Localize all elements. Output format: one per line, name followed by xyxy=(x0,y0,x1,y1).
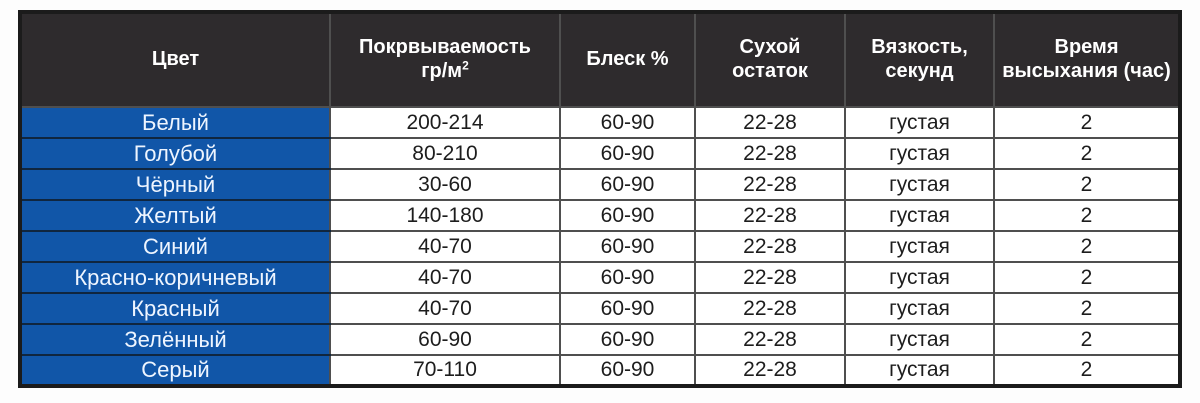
cell-dry-residue: 22-28 xyxy=(694,261,846,294)
cell-coverage: 40-70 xyxy=(329,230,561,263)
header-viscosity: Вязкость, секунд xyxy=(844,11,995,108)
table-header: Цвет Покрвываемость гр/м2 Блеск % Сухой … xyxy=(19,11,1181,108)
cell-viscosity: густая xyxy=(844,106,995,139)
header-color: Цвет xyxy=(19,11,331,108)
table-row: Красно-коричневый 40-70 60-90 22-28 густ… xyxy=(19,261,1181,294)
table-row: Голубой 80-210 60-90 22-28 густая 2 xyxy=(19,137,1181,170)
cell-drying-time: 2 xyxy=(993,106,1181,139)
cell-gloss: 60-90 xyxy=(559,199,696,232)
cell-gloss: 60-90 xyxy=(559,137,696,170)
header-drying-time-label: Время высыхания (час) xyxy=(1002,36,1171,82)
cell-drying-time: 2 xyxy=(993,168,1181,201)
table-row: Красный 40-70 60-90 22-28 густая 2 xyxy=(19,292,1181,325)
cell-viscosity: густая xyxy=(844,230,995,263)
cell-gloss: 60-90 xyxy=(559,230,696,263)
cell-viscosity: густая xyxy=(844,323,995,356)
header-coverage-line2: гр/м xyxy=(421,60,463,82)
cell-gloss: 60-90 xyxy=(559,106,696,139)
table-body: Белый 200-214 60-90 22-28 густая 2 Голуб… xyxy=(19,106,1181,387)
table-row: Желтый 140-180 60-90 22-28 густая 2 xyxy=(19,199,1181,232)
cell-drying-time: 2 xyxy=(993,292,1181,325)
header-color-label: Цвет xyxy=(151,48,200,71)
cell-coverage: 30-60 xyxy=(329,168,561,201)
cell-coverage: 200-214 xyxy=(329,106,561,139)
cell-drying-time: 2 xyxy=(993,137,1181,170)
cell-drying-time: 2 xyxy=(993,230,1181,263)
cell-dry-residue: 22-28 xyxy=(694,199,846,232)
header-coverage-line1: Покрвываемость xyxy=(359,36,531,59)
cell-gloss: 60-90 xyxy=(559,261,696,294)
cell-coverage: 80-210 xyxy=(329,137,561,170)
header-drying-time: Время высыхания (час) xyxy=(993,11,1181,108)
cell-coverage: 40-70 xyxy=(329,261,561,294)
header-gloss: Блеск % xyxy=(559,11,696,108)
cell-gloss: 60-90 xyxy=(559,168,696,201)
cell-color-name: Чёрный xyxy=(19,168,331,201)
cell-gloss: 60-90 xyxy=(559,292,696,325)
cell-dry-residue: 22-28 xyxy=(694,168,846,201)
cell-drying-time: 2 xyxy=(993,261,1181,294)
header-viscosity-label: Вязкость, секунд xyxy=(871,36,968,82)
header-dry-residue: Сухой остаток xyxy=(694,11,846,108)
cell-color-name: Желтый xyxy=(19,199,331,232)
table-row: Чёрный 30-60 60-90 22-28 густая 2 xyxy=(19,168,1181,201)
cell-viscosity: густая xyxy=(844,199,995,232)
table-row: Синий 40-70 60-90 22-28 густая 2 xyxy=(19,230,1181,263)
cell-color-name: Красно-коричневый xyxy=(19,261,331,294)
cell-gloss: 60-90 xyxy=(559,354,696,387)
cell-color-name: Голубой xyxy=(19,137,331,170)
cell-coverage: 140-180 xyxy=(329,199,561,232)
cell-coverage: 60-90 xyxy=(329,323,561,356)
table-row: Белый 200-214 60-90 22-28 густая 2 xyxy=(19,106,1181,139)
cell-gloss: 60-90 xyxy=(559,323,696,356)
cell-color-name: Синий xyxy=(19,230,331,263)
cell-dry-residue: 22-28 xyxy=(694,292,846,325)
cell-dry-residue: 22-28 xyxy=(694,323,846,356)
header-coverage: Покрвываемость гр/м2 xyxy=(329,11,561,108)
cell-dry-residue: 22-28 xyxy=(694,354,846,387)
table-row: Зелённый 60-90 60-90 22-28 густая 2 xyxy=(19,323,1181,356)
cell-color-name: Серый xyxy=(19,354,331,387)
cell-dry-residue: 22-28 xyxy=(694,137,846,170)
header-coverage-superscript: 2 xyxy=(462,58,469,73)
cell-viscosity: густая xyxy=(844,354,995,387)
cell-color-name: Белый xyxy=(19,106,331,139)
cell-drying-time: 2 xyxy=(993,323,1181,356)
cell-drying-time: 2 xyxy=(993,354,1181,387)
cell-viscosity: густая xyxy=(844,292,995,325)
header-dry-residue-label: Сухой остаток xyxy=(732,36,808,82)
cell-coverage: 70-110 xyxy=(329,354,561,387)
cell-viscosity: густая xyxy=(844,168,995,201)
cell-drying-time: 2 xyxy=(993,199,1181,232)
table-row: Серый 70-110 60-90 22-28 густая 2 xyxy=(19,354,1181,387)
header-row: Цвет Покрвываемость гр/м2 Блеск % Сухой … xyxy=(19,11,1181,108)
cell-color-name: Зелённый xyxy=(19,323,331,356)
cell-color-name: Красный xyxy=(19,292,331,325)
header-gloss-label: Блеск % xyxy=(586,48,669,71)
cell-viscosity: густая xyxy=(844,261,995,294)
paint-spec-table: Цвет Покрвываемость гр/м2 Блеск % Сухой … xyxy=(18,10,1182,388)
cell-dry-residue: 22-28 xyxy=(694,230,846,263)
cell-dry-residue: 22-28 xyxy=(694,106,846,139)
cell-viscosity: густая xyxy=(844,137,995,170)
cell-coverage: 40-70 xyxy=(329,292,561,325)
